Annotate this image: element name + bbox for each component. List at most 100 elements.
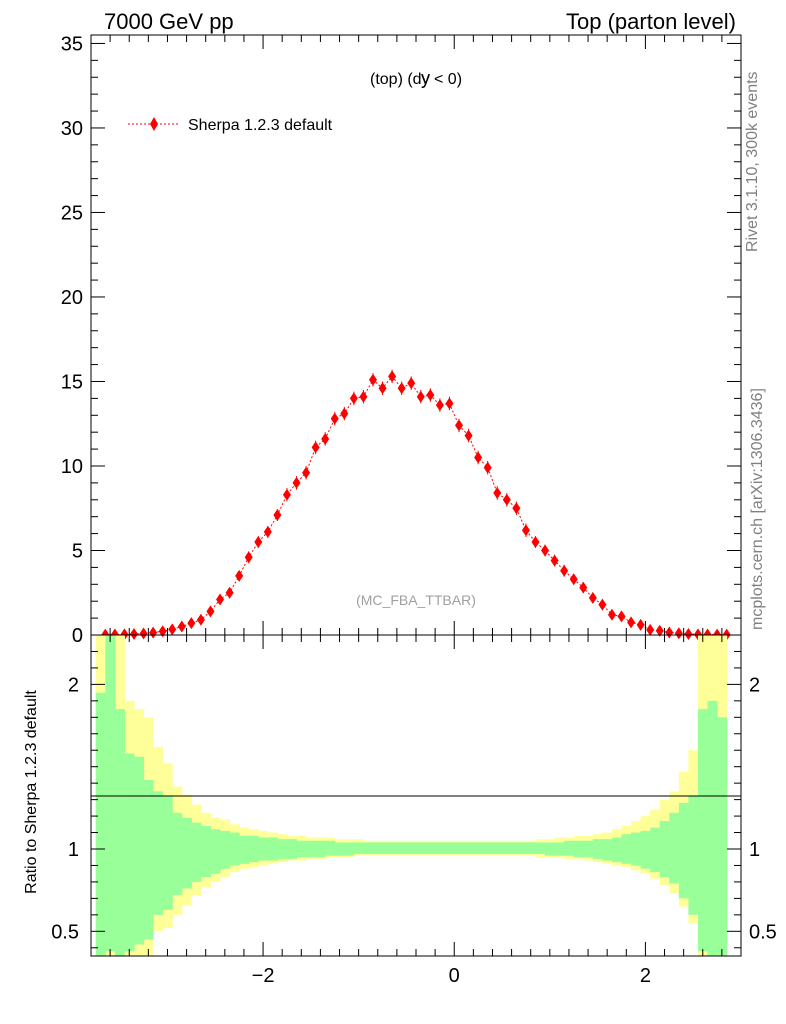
data-point — [368, 373, 377, 386]
data-point — [521, 524, 530, 537]
green-band-bin — [573, 840, 584, 858]
data-point — [627, 616, 636, 629]
watermark-label: (MC_FBA_TTBAR) — [356, 592, 476, 608]
ratio-y-axis-label: Ratio to Sherpa 1.2.3 default — [23, 690, 40, 894]
green-band-bin — [392, 842, 403, 854]
main-y-axis-ticks: 0 5 10 15 20 25 30 35 — [61, 33, 741, 647]
green-band-bin — [191, 822, 202, 882]
green-band-bin — [267, 837, 278, 861]
green-band-bin — [239, 835, 250, 864]
data-point — [455, 419, 464, 432]
data-point — [187, 617, 196, 630]
green-band-bin — [611, 837, 623, 863]
green-band-bin — [420, 842, 431, 854]
ratio-y-tick-label: 2 — [68, 674, 79, 696]
y-tick-label: 15 — [61, 371, 83, 393]
data-point — [684, 627, 693, 640]
data-point — [130, 627, 139, 640]
y-tick-label: 25 — [61, 202, 83, 224]
green-band-bin — [277, 839, 288, 859]
green-band-bin — [459, 842, 470, 854]
green-band-bin — [659, 821, 670, 877]
green-band-bin — [602, 839, 613, 861]
green-band-bin — [220, 830, 231, 869]
data-point — [426, 389, 435, 401]
plot-title-sub: (top) (dy < 0) — [370, 71, 462, 88]
green-band-bin — [124, 753, 135, 952]
legend-diamond-icon — [150, 117, 158, 131]
green-band-bin — [401, 842, 412, 854]
data-point — [407, 377, 416, 390]
data-point — [493, 487, 502, 500]
data-point — [397, 382, 406, 395]
header-left-label: 7000 GeV pp — [104, 9, 234, 34]
data-point — [139, 627, 148, 640]
green-band-bin — [631, 832, 642, 866]
y-tick-label: 10 — [61, 456, 83, 478]
y-tick-label: 5 — [72, 540, 83, 562]
green-band-bin — [688, 796, 699, 915]
data-point — [206, 605, 215, 618]
legend: Sherpa 1.2.3 default — [128, 117, 333, 134]
green-band-bin — [439, 842, 450, 854]
ratio-axis-ticks: 0.5 0.5 1 1 2 2 −2 0 2 — [51, 635, 777, 987]
data-point — [349, 392, 358, 405]
data-point — [445, 397, 454, 410]
green-band-bin — [258, 837, 269, 861]
y-tick-label: 35 — [61, 33, 83, 55]
data-point — [435, 399, 444, 412]
green-band-bin — [506, 842, 517, 854]
green-band-bin — [153, 791, 164, 915]
green-band-bin — [592, 839, 603, 859]
green-band-bin — [306, 840, 317, 858]
data-point — [502, 493, 511, 506]
green-band-bin — [478, 842, 489, 854]
rivet-version-label: Rivet 3.1.10, 300k events — [744, 71, 761, 252]
green-band-bin — [363, 842, 374, 854]
data-point — [560, 564, 569, 577]
green-band-bin — [717, 717, 728, 956]
ratio-plot-frame — [90, 634, 742, 957]
data-point — [655, 624, 664, 637]
green-band-bin — [697, 709, 709, 952]
data-point — [569, 573, 578, 586]
data-point — [636, 618, 645, 631]
data-point — [302, 466, 311, 479]
data-point — [378, 382, 387, 395]
header-right-label: Top (parton level) — [566, 9, 736, 34]
green-band-bin — [353, 842, 364, 854]
green-band-bin — [325, 840, 336, 856]
data-point — [149, 626, 158, 639]
green-band-bin — [564, 840, 575, 856]
green-band-bin — [487, 842, 498, 854]
data-point — [464, 429, 473, 442]
data-point — [158, 625, 167, 638]
green-band-bin — [344, 842, 355, 856]
data-point — [579, 581, 588, 594]
data-point — [216, 593, 225, 606]
data-point — [273, 509, 282, 521]
data-point — [196, 613, 205, 626]
green-band-bin — [286, 839, 298, 859]
data-point — [550, 554, 559, 567]
green-band-bin — [525, 842, 536, 854]
data-point — [588, 591, 597, 604]
data-point — [292, 476, 301, 489]
data-point — [321, 432, 330, 445]
green-band-bin — [95, 692, 106, 956]
green-band-bin — [535, 842, 546, 854]
data-point — [168, 623, 177, 636]
green-band-bin — [200, 825, 211, 877]
ratio-y-tick-label: 1 — [68, 839, 79, 861]
data-point — [330, 412, 339, 425]
green-band-bin — [678, 802, 689, 899]
green-band-bin — [516, 842, 527, 854]
data-point — [244, 551, 253, 564]
data-point — [531, 536, 540, 549]
ratio-y-tick-label-right: 0.5 — [749, 921, 777, 943]
green-band-bin — [411, 842, 422, 854]
data-point — [416, 390, 425, 403]
green-band-bin — [449, 842, 460, 854]
data-point — [617, 610, 626, 623]
